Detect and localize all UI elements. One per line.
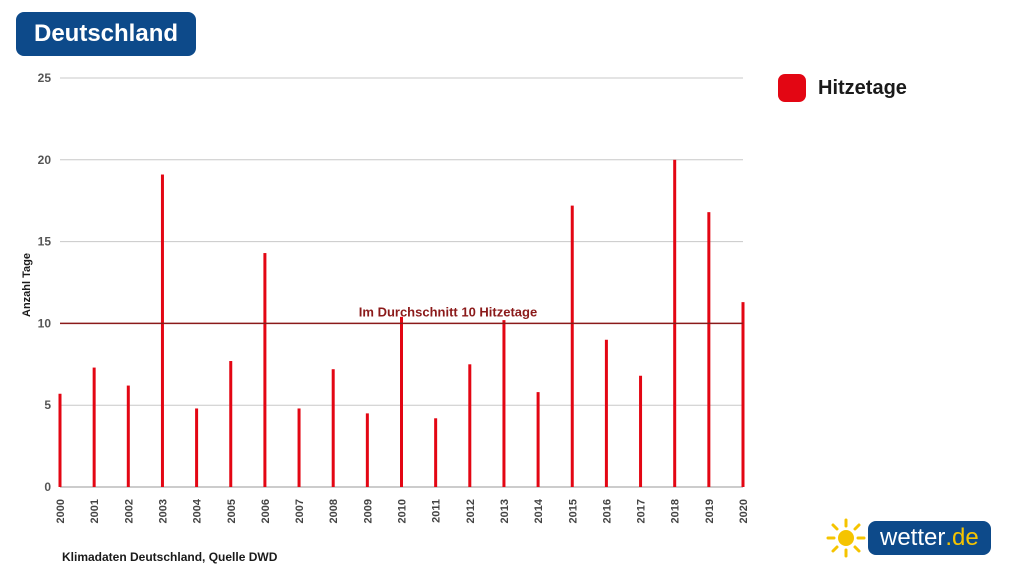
bar [400,316,403,487]
region-badge: Deutschland [16,12,196,56]
bar [468,364,472,487]
x-tick-label: 2013 [499,499,511,523]
bar [604,339,608,487]
bar [707,212,711,488]
x-tick-label: 2004 [192,498,204,523]
wetter-de-logo: wetter .de [826,518,991,558]
y-tick-labels: 0 5 10 15 20 25 [38,71,52,494]
bar [434,418,438,487]
y-tick-label: 20 [38,153,52,167]
bar [741,302,745,487]
x-tick-label: 2012 [465,499,477,523]
bar [331,369,335,487]
reference-line-group: Im Durchschnitt 10 Hitzetage [60,304,743,325]
bar [502,320,506,487]
bar [639,375,643,487]
bar [58,393,62,487]
legend-swatch [778,74,806,102]
x-tick-label: 2014 [533,498,545,523]
logo-name: wetter [880,524,946,551]
y-tick-label: 25 [38,71,52,85]
x-tick-label: 2019 [704,499,716,523]
y-tick-label: 0 [44,480,51,494]
y-tick-label: 15 [38,235,52,249]
x-tick-label: 2017 [636,499,648,523]
x-tick-label: 2009 [362,499,374,523]
x-tick-label: 2003 [157,499,169,523]
x-tick-label: 2008 [328,499,340,523]
bar [365,413,369,487]
bar [92,367,96,487]
x-tick-label: 2015 [567,499,579,523]
x-tick-label: 2000 [55,499,67,523]
sun-icon [826,518,866,558]
bar [160,174,164,488]
source-note: Klimadaten Deutschland, Quelle DWD [62,550,278,564]
bar [126,385,130,487]
bar [536,392,540,487]
x-tick-label: 2010 [397,499,409,523]
x-tick-label: 2002 [123,499,135,523]
bar [570,205,574,487]
x-tick-label: 2020 [738,499,750,523]
x-tick-label: 2016 [601,499,613,523]
region-title: Deutschland [33,20,179,47]
y-tick-label: 10 [38,316,52,330]
x-tick-label: 2018 [670,499,682,523]
bar [297,408,301,487]
x-tick-label: 2001 [89,499,101,523]
reference-line-label: Im Durchschnitt 10 Hitzetage [359,304,537,319]
x-tick-label: 2011 [431,499,443,523]
bar [195,408,199,487]
y-tick-label: 5 [44,398,51,412]
bar [263,253,267,487]
x-tick-label: 2006 [260,499,272,523]
x-tick-label: 2007 [294,499,306,523]
logo-wordmark: wetter .de [868,521,991,555]
y-axis-label: Anzahl Tage [21,253,33,317]
legend-label: Hitzetage [818,76,907,99]
x-tick-labels: 2000 2001 2002 2003 2004 2005 2006 2007 2008 2009… [55,498,750,523]
legend: Hitzetage [778,74,907,102]
logo-tld: .de [945,524,979,551]
x-tick-label: 2005 [226,499,238,523]
bar [229,361,233,487]
